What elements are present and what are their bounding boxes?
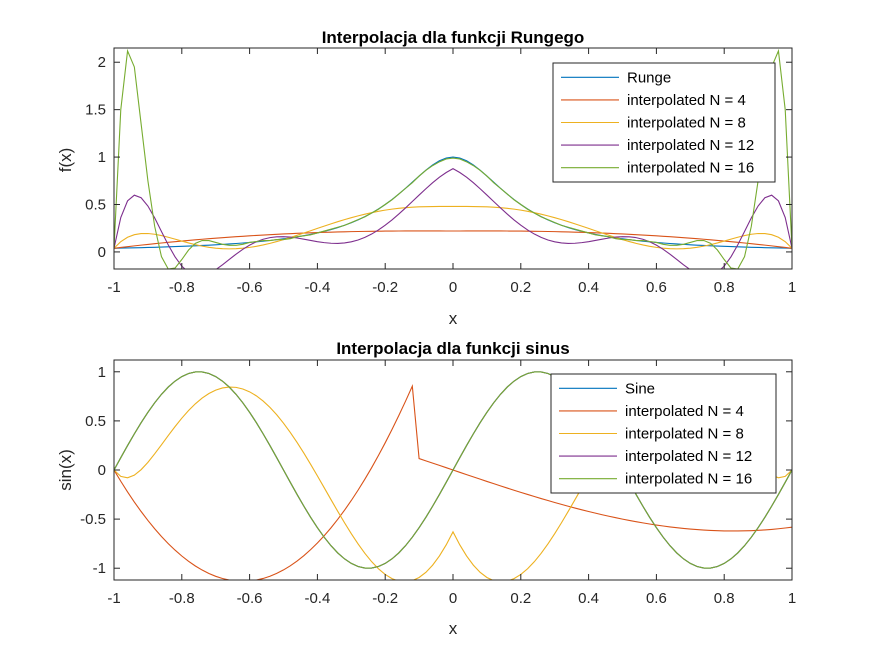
runge-y-tick-label: 0.5 bbox=[85, 197, 106, 214]
runge-legend: Runge interpolated N = 4 interpolated N = … bbox=[552, 62, 776, 183]
sine-x-tick-label: 0.2 bbox=[510, 590, 531, 607]
runge-legend-label-4: interpolated N = 16 bbox=[627, 160, 754, 177]
runge-y-tick-label: 0 bbox=[98, 244, 106, 261]
runge-x-tick-label: 0.2 bbox=[510, 279, 531, 296]
runge-plot-title: Interpolacja dla funkcji Rungego bbox=[322, 28, 585, 47]
sine-legend-label-2: interpolated N = 8 bbox=[625, 426, 744, 443]
runge-x-tick-label: -0.6 bbox=[237, 279, 263, 296]
runge-x-tick-label: -0.8 bbox=[169, 279, 195, 296]
runge-x-tick-label: -0.4 bbox=[304, 279, 330, 296]
sine-x-tick-label: 0.6 bbox=[646, 590, 667, 607]
runge-legend-label-1: interpolated N = 4 bbox=[627, 92, 746, 109]
sine-y-tick-label: 0.5 bbox=[85, 413, 106, 430]
sine-legend-label-0: Sine bbox=[625, 380, 655, 397]
sine-x-axis-label: x bbox=[449, 619, 458, 638]
runge-series-line-4 bbox=[114, 48, 792, 269]
runge-x-tick-label: -0.2 bbox=[372, 279, 398, 296]
runge-x-tick-label: 0.6 bbox=[646, 279, 667, 296]
sine-subplot: Interpolacja dla funkcji sinus x sin(x) … bbox=[56, 339, 796, 638]
runge-x-tick-label: -1 bbox=[107, 279, 120, 296]
runge-subplot: Interpolacja dla funkcji Rungego x f(x) … bbox=[56, 28, 796, 328]
sine-x-tick-label: 1 bbox=[788, 590, 796, 607]
sine-x-tick-label: 0.4 bbox=[578, 590, 599, 607]
runge-legend-label-3: interpolated N = 12 bbox=[627, 137, 754, 154]
sine-legend-label-3: interpolated N = 12 bbox=[625, 448, 752, 465]
sine-legend-label-1: interpolated N = 4 bbox=[625, 403, 744, 420]
runge-legend-label-0: Runge bbox=[627, 69, 671, 86]
sine-y-tick-label: -1 bbox=[93, 560, 106, 577]
sine-series-line-4 bbox=[114, 371, 792, 569]
sine-y-axis-label: sin(x) bbox=[56, 449, 75, 491]
runge-y-axis-label: f(x) bbox=[56, 148, 75, 173]
sine-plot-title: Interpolacja dla funkcji sinus bbox=[336, 339, 569, 358]
sine-x-tick-label: -0.6 bbox=[237, 590, 263, 607]
runge-series-line-0 bbox=[114, 156, 792, 249]
sine-x-tick-label: 0 bbox=[449, 590, 457, 607]
runge-legend-label-2: interpolated N = 8 bbox=[627, 115, 746, 132]
runge-x-tick-label: 0.8 bbox=[714, 279, 735, 296]
runge-series-line-1 bbox=[114, 230, 792, 249]
runge-y-tick-label: 2 bbox=[98, 54, 106, 71]
sine-legend: Sine interpolated N = 4 interpolated N = 8… bbox=[550, 373, 777, 494]
sine-y-tick-label: 1 bbox=[98, 364, 106, 381]
runge-x-tick-label: 0 bbox=[449, 279, 457, 296]
runge-y-tick-label: 1.5 bbox=[85, 102, 106, 119]
sine-y-tick-label: -0.5 bbox=[80, 511, 106, 528]
sine-legend-label-4: interpolated N = 16 bbox=[625, 471, 752, 488]
runge-x-tick-label: 0.4 bbox=[578, 279, 599, 296]
runge-series-line-2 bbox=[114, 205, 792, 250]
sine-x-tick-label: -0.8 bbox=[169, 590, 195, 607]
runge-series-group bbox=[114, 48, 792, 269]
sine-x-tick-label: -0.2 bbox=[372, 590, 398, 607]
sine-x-tick-label: -0.4 bbox=[304, 590, 330, 607]
runge-x-tick-label: 1 bbox=[788, 279, 796, 296]
runge-x-axis-label: x bbox=[449, 309, 458, 328]
runge-y-tick-label: 1 bbox=[98, 149, 106, 166]
sine-y-tick-label: 0 bbox=[98, 462, 106, 479]
runge-series-line-3 bbox=[114, 168, 792, 269]
sine-x-tick-label: -1 bbox=[107, 590, 120, 607]
sine-x-tick-label: 0.8 bbox=[714, 590, 735, 607]
